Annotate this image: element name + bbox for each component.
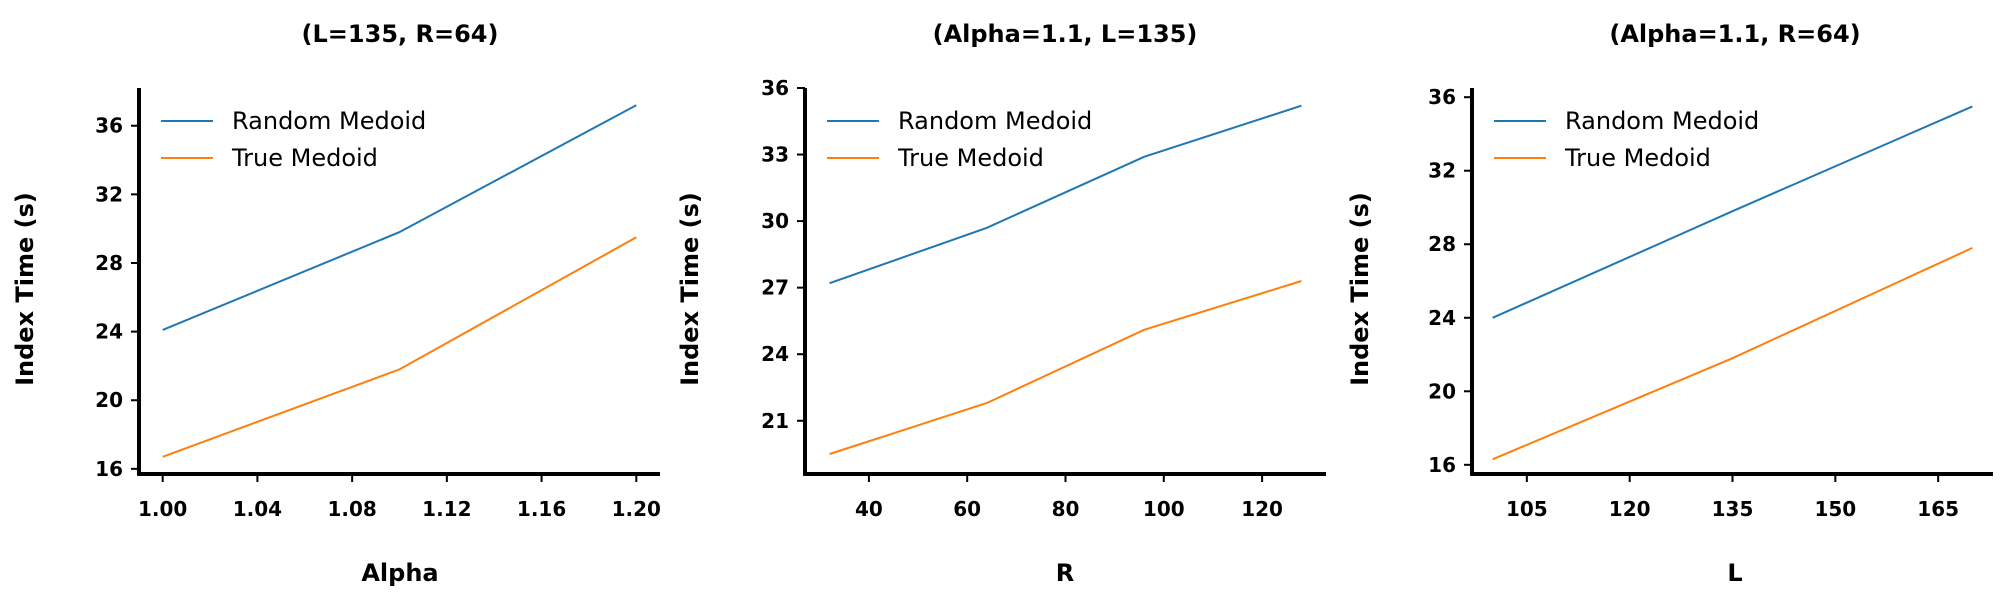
x-tick-label: 40: [855, 497, 883, 521]
x-tick-label: 150: [1814, 497, 1856, 521]
legend-label: True Medoid: [1564, 144, 1711, 172]
y-tick-label: 33: [761, 143, 789, 167]
y-axis-label: Index Time (s): [1346, 192, 1374, 386]
y-axis-label: Index Time (s): [11, 192, 39, 386]
chart-title: (Alpha=1.1, L=135): [933, 20, 1198, 48]
x-tick-label: 1.16: [517, 497, 566, 521]
y-tick-label: 36: [95, 114, 123, 138]
x-tick-label: 165: [1917, 497, 1959, 521]
x-tick-label: 1.04: [233, 497, 282, 521]
chart-r: (Alpha=1.1, L=135) 40 60 80 100 120 21 24 27 30 33…: [676, 20, 1326, 587]
legend-label: Random Medoid: [232, 107, 426, 135]
x-tick-label: 1.08: [327, 497, 376, 521]
x-tick-label: 1.20: [612, 497, 661, 521]
chart-alpha: (L=135, R=64) 1.00 1.04 1.08 1.12 1.16 1.20 16 2…: [11, 20, 661, 587]
x-tick-label: 120: [1609, 497, 1651, 521]
legend: Random Medoid True Medoid: [161, 107, 426, 172]
legend-label: Random Medoid: [1565, 107, 1759, 135]
series-line-random-medoid: [829, 104, 1302, 285]
legend-label: True Medoid: [897, 144, 1044, 172]
legend-label: True Medoid: [231, 144, 378, 172]
series-line-true-medoid: [829, 280, 1302, 455]
x-tick-label: 100: [1143, 497, 1185, 521]
y-tick-label: 20: [95, 388, 123, 412]
y-tick-label: 16: [95, 457, 123, 481]
y-tick-label: 16: [1428, 453, 1456, 477]
x-axis-label: Alpha: [361, 559, 438, 587]
chart-title: (Alpha=1.1, R=64): [1609, 20, 1860, 48]
y-tick-label: 24: [95, 320, 123, 344]
y-tick-label: 28: [95, 251, 123, 275]
y-tick-label: 20: [1428, 379, 1456, 403]
series-line-true-medoid: [162, 236, 637, 458]
series-line-random-medoid: [162, 104, 637, 331]
chart-panel-alpha: (L=135, R=64) 1.00 1.04 1.08 1.12 1.16 1.20 16 2…: [0, 0, 665, 600]
chart-title: (L=135, R=64): [302, 20, 499, 48]
x-tick-label: 120: [1241, 497, 1283, 521]
chart-panel-l: (Alpha=1.1, R=64) 105 120 135 150 165 16 20 24 28…: [1332, 0, 2000, 600]
y-tick-label: 36: [1428, 85, 1456, 109]
x-tick-label: 1.12: [422, 497, 471, 521]
y-tick-label: 30: [761, 209, 789, 233]
legend-label: Random Medoid: [898, 107, 1092, 135]
series-line-true-medoid: [1492, 246, 1973, 461]
y-tick-label: 32: [1428, 159, 1456, 183]
y-tick-label: 24: [1428, 306, 1456, 330]
x-tick-label: 60: [953, 497, 981, 521]
y-axis-label: Index Time (s): [676, 192, 704, 386]
y-tick-label: 36: [761, 76, 789, 100]
y-tick-label: 21: [761, 409, 789, 433]
y-tick-label: 28: [1428, 232, 1456, 256]
y-tick-label: 32: [95, 182, 123, 206]
y-tick-label: 27: [761, 276, 789, 300]
x-tick-label: 80: [1052, 497, 1080, 521]
chart-panel-r: (Alpha=1.1, L=135) 40 60 80 100 120 21 24 27 30 33…: [665, 0, 1332, 600]
x-tick-label: 1.00: [138, 497, 187, 521]
x-axis-label: L: [1727, 559, 1742, 587]
legend: Random Medoid True Medoid: [1494, 107, 1759, 172]
y-tick-label: 24: [761, 342, 789, 366]
x-axis-label: R: [1056, 559, 1074, 587]
x-tick-label: 105: [1506, 497, 1548, 521]
chart-l: (Alpha=1.1, R=64) 105 120 135 150 165 16 20 24 28…: [1346, 20, 1993, 587]
legend: Random Medoid True Medoid: [827, 107, 1092, 172]
x-tick-label: 135: [1712, 497, 1754, 521]
series-line-random-medoid: [1492, 105, 1973, 319]
